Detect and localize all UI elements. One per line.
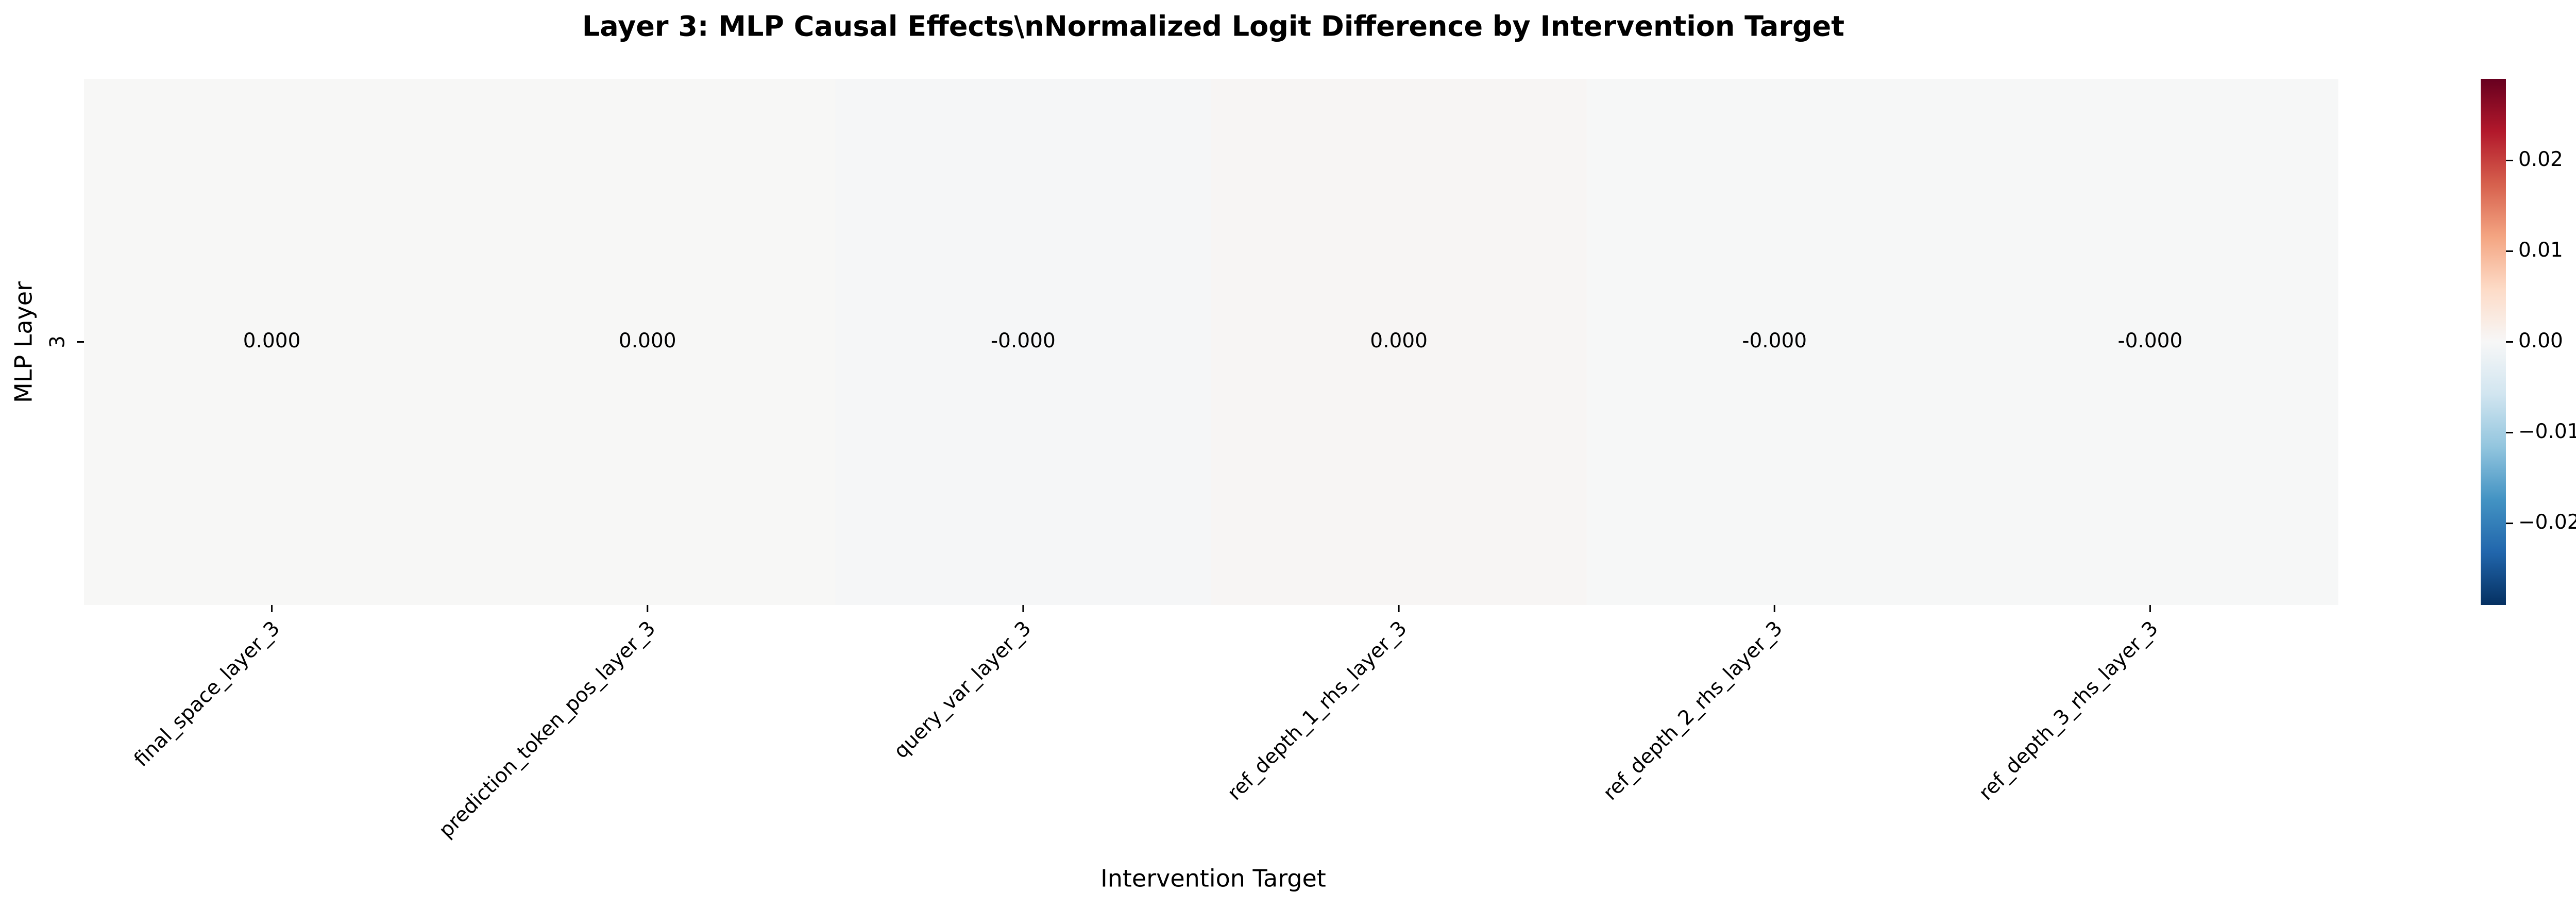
cell-label: -0.000 bbox=[2118, 329, 2183, 352]
x-tick-label: prediction_token_pos_layer_3 bbox=[434, 617, 660, 843]
colorbar-tick-label: −0.02 bbox=[2518, 511, 2576, 534]
cell-label: 0.000 bbox=[1370, 329, 1428, 352]
cell-label: 0.000 bbox=[243, 329, 301, 352]
colorbar-tick-label: −0.01 bbox=[2518, 420, 2576, 443]
heatmap-cell bbox=[1962, 79, 2338, 605]
cell-label: -0.000 bbox=[991, 329, 1056, 352]
y-axis-label: MLP Layer bbox=[10, 281, 38, 403]
heatmap-cell bbox=[460, 79, 836, 605]
x-tick-label: final_space_layer_3 bbox=[130, 617, 284, 771]
x-tick-label: query_var_layer_3 bbox=[889, 617, 1036, 763]
x-tick-label: ref_depth_2_rhs_layer_3 bbox=[1599, 617, 1787, 805]
chart-title: Layer 3: MLP Causal Effects\nNormalized … bbox=[582, 10, 1844, 43]
heatmap-cell bbox=[835, 79, 1211, 605]
colorbar-tick-label: 0.02 bbox=[2518, 148, 2563, 171]
cell-label: 0.000 bbox=[619, 329, 676, 352]
colorbar bbox=[2481, 79, 2506, 605]
x-tick-label: ref_depth_1_rhs_layer_3 bbox=[1223, 617, 1411, 805]
heatmap-cell bbox=[1586, 79, 1963, 605]
colorbar-tick-label: 0.01 bbox=[2518, 239, 2563, 262]
heatmap-cell bbox=[84, 79, 460, 605]
y-tick-label: 3 bbox=[46, 335, 70, 348]
colorbar-tick-label: 0.00 bbox=[2518, 329, 2563, 352]
x-tick-label: ref_depth_3_rhs_layer_3 bbox=[1974, 617, 2162, 805]
x-axis-label: Intervention Target bbox=[1100, 865, 1326, 893]
heatmap-cell bbox=[1211, 79, 1587, 605]
cell-label: -0.000 bbox=[1742, 329, 1807, 352]
